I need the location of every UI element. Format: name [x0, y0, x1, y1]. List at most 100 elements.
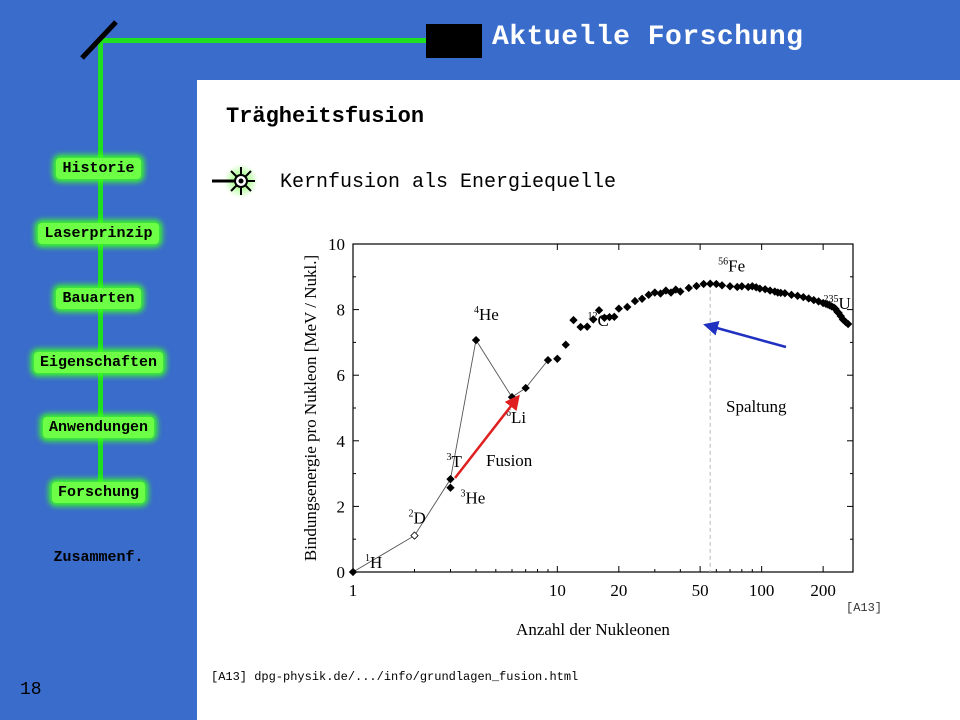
footnote: [A13] dpg-physik.de/.../info/grundlagen_… — [211, 670, 579, 684]
data-point — [650, 288, 659, 297]
element-label-d: 2D — [409, 509, 426, 528]
data-point — [804, 294, 813, 303]
slash-decoration — [80, 20, 118, 60]
element-label-h: 1H — [365, 553, 382, 572]
reference-tag: [A13] — [846, 601, 883, 615]
data-point — [576, 322, 585, 332]
element-symbol: C — [597, 311, 608, 330]
data-point — [594, 306, 604, 315]
sidebar-item-label: Laserprinzip — [38, 223, 159, 244]
data-point — [684, 283, 693, 293]
element-mass-number: 56 — [718, 257, 728, 268]
element-mass-number: 12 — [587, 311, 597, 322]
element-mass-number: 3 — [460, 489, 465, 500]
data-point — [446, 475, 455, 484]
data-point — [410, 531, 419, 540]
header-rule — [100, 38, 428, 43]
data-point — [656, 289, 665, 298]
slide-title: Trägheitsfusion — [226, 104, 425, 129]
sidebar-item-zusammenfassung[interactable]: Zusammenf. — [0, 547, 197, 568]
sidebar-item-bauarten[interactable]: Bauarten — [0, 288, 197, 309]
element-symbol: U — [838, 294, 850, 313]
element-label-u: 235U — [823, 294, 850, 313]
y-tick-label: 6 — [337, 366, 346, 385]
x-tick-label: 10 — [549, 581, 566, 600]
data-point — [755, 284, 765, 293]
data-point — [699, 279, 708, 289]
data-point — [637, 294, 647, 303]
x-tick-label: 1 — [349, 581, 358, 600]
element-mass-number: 235 — [823, 294, 838, 305]
data-point — [630, 296, 640, 306]
data-point — [543, 355, 553, 365]
data-point — [765, 286, 775, 295]
data-point — [348, 567, 358, 577]
page-header-title: Aktuelle Forschung — [492, 22, 804, 53]
element-symbol: He — [465, 489, 485, 508]
data-point — [623, 302, 632, 312]
data-point — [610, 312, 619, 321]
fission-arrow — [703, 320, 787, 349]
y-tick-label: 0 — [337, 563, 346, 582]
y-tick-label: 8 — [337, 301, 346, 320]
data-point — [561, 340, 570, 349]
element-symbol: D — [414, 509, 426, 528]
element-mass-number: 6 — [506, 408, 511, 419]
y-tick-label: 4 — [337, 432, 346, 451]
data-point — [553, 354, 562, 363]
y-axis-label: Bindungsenergie pro Nukleon [MeV / Nukl.… — [301, 255, 320, 561]
data-point — [446, 483, 455, 492]
fission-label: Spaltung — [726, 397, 787, 416]
element-mass-number: 1 — [365, 553, 370, 564]
data-point — [614, 304, 623, 313]
element-mass-number: 3 — [446, 452, 451, 463]
sidebar-rule — [98, 38, 103, 482]
element-label-t: 3T — [446, 452, 462, 471]
data-point — [793, 291, 802, 300]
element-symbol: Fe — [728, 257, 745, 276]
header-block — [426, 24, 482, 58]
fusion-arrow — [454, 394, 520, 479]
data-point — [787, 290, 796, 300]
x-tick-label: 200 — [810, 581, 836, 600]
data-point — [780, 289, 790, 298]
data-point — [583, 322, 592, 331]
data-point — [809, 295, 818, 305]
sidebar-item-historie[interactable]: Historie — [0, 158, 197, 179]
sidebar-item-anwendungen[interactable]: Anwendungen — [0, 417, 197, 438]
element-label-he: 3He — [460, 489, 485, 508]
sidebar-item-laserprinzip[interactable]: Laserprinzip — [0, 223, 197, 244]
sidebar-item-label: Zusammenf. — [53, 549, 144, 566]
element-mass-number: 4 — [474, 305, 479, 316]
bullet-text: Kernfusion als Energiequelle — [280, 171, 617, 194]
element-symbol: He — [479, 305, 499, 324]
data-point — [676, 287, 685, 296]
data-point — [706, 279, 715, 288]
sidebar-item-label: Forschung — [51, 482, 145, 503]
element-symbol: T — [451, 452, 462, 471]
sidebar-item-eigenschaften[interactable]: Eigenschaften — [0, 352, 197, 373]
data-point — [717, 281, 727, 290]
sun-icon — [212, 164, 258, 198]
data-point — [569, 315, 578, 325]
data-point — [692, 281, 701, 291]
sidebar-item-label: Historie — [56, 158, 141, 179]
y-tick-label: 10 — [328, 235, 345, 254]
data-point — [712, 279, 721, 289]
data-point — [644, 290, 653, 300]
element-symbol: H — [370, 553, 382, 572]
data-point — [799, 292, 808, 302]
sidebar-item-label: Anwendungen — [42, 417, 155, 438]
sidebar-item-forschung[interactable]: Forschung — [0, 482, 197, 503]
data-point — [737, 282, 747, 291]
sidebar-item-label: Eigenschaften — [33, 352, 164, 373]
element-label-fe: 56Fe — [718, 257, 745, 276]
fusion-label: Fusion — [486, 451, 533, 470]
sidebar-item-label: Bauarten — [56, 288, 141, 309]
element-label-li: 6Li — [506, 408, 526, 427]
data-point — [725, 282, 735, 291]
element-label-c: 12C — [587, 311, 608, 330]
content-panel — [197, 80, 960, 720]
element-mass-number: 2 — [409, 509, 414, 520]
x-tick-label: 100 — [749, 581, 775, 600]
